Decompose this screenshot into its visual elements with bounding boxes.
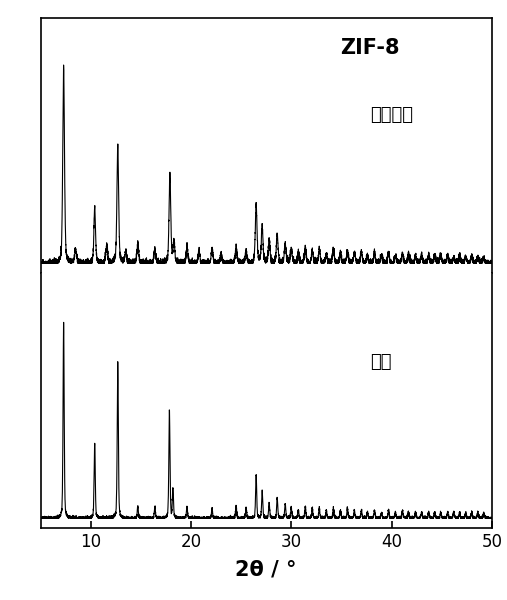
Text: 合成样品: 合成样品 bbox=[370, 106, 413, 124]
Text: ZIF-8: ZIF-8 bbox=[340, 38, 400, 58]
X-axis label: 2θ / °: 2θ / ° bbox=[235, 559, 297, 579]
Text: 标准: 标准 bbox=[370, 353, 391, 371]
